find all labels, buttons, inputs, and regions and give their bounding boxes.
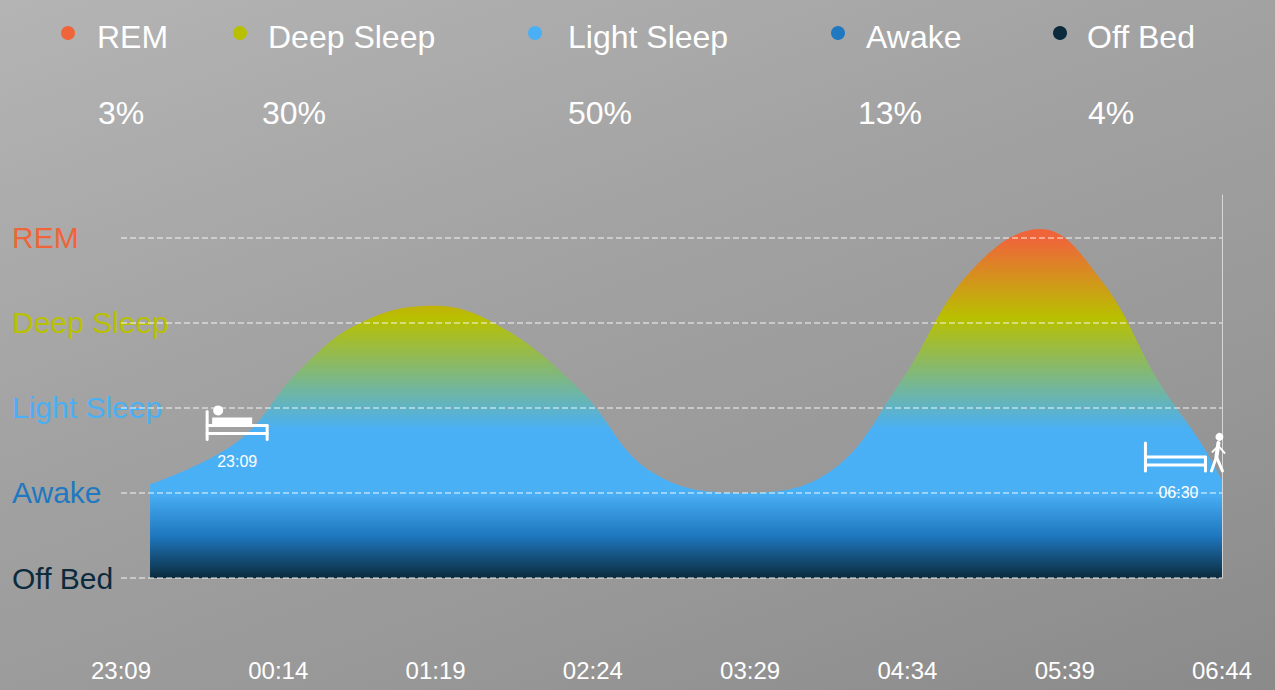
svg-text:50%: 50% <box>568 95 632 131</box>
svg-text:Light Sleep: Light Sleep <box>568 19 728 55</box>
svg-text:06:30: 06:30 <box>1158 484 1198 501</box>
svg-text:06:44: 06:44 <box>1192 657 1252 684</box>
svg-text:REM: REM <box>97 19 168 55</box>
svg-text:3%: 3% <box>98 95 144 131</box>
svg-text:Deep Sleep: Deep Sleep <box>12 306 169 339</box>
svg-text:04:34: 04:34 <box>877 657 937 684</box>
svg-text:REM: REM <box>12 221 79 254</box>
svg-text:03:29: 03:29 <box>720 657 780 684</box>
svg-text:13%: 13% <box>858 95 922 131</box>
svg-text:00:14: 00:14 <box>248 657 308 684</box>
svg-text:4%: 4% <box>1088 95 1134 131</box>
svg-text:02:24: 02:24 <box>563 657 623 684</box>
svg-text:05:39: 05:39 <box>1035 657 1095 684</box>
svg-text:30%: 30% <box>262 95 326 131</box>
svg-text:Awake: Awake <box>866 19 961 55</box>
svg-text:Off Bed: Off Bed <box>12 562 113 595</box>
svg-text:Deep Sleep: Deep Sleep <box>268 19 435 55</box>
svg-text:Light Sleep: Light Sleep <box>12 391 163 425</box>
svg-text:01:19: 01:19 <box>406 657 466 684</box>
svg-text:23:09: 23:09 <box>217 453 257 470</box>
svg-text:Awake: Awake <box>12 476 102 509</box>
svg-text:23:09: 23:09 <box>91 657 151 684</box>
svg-text:Off Bed: Off Bed <box>1087 19 1195 55</box>
